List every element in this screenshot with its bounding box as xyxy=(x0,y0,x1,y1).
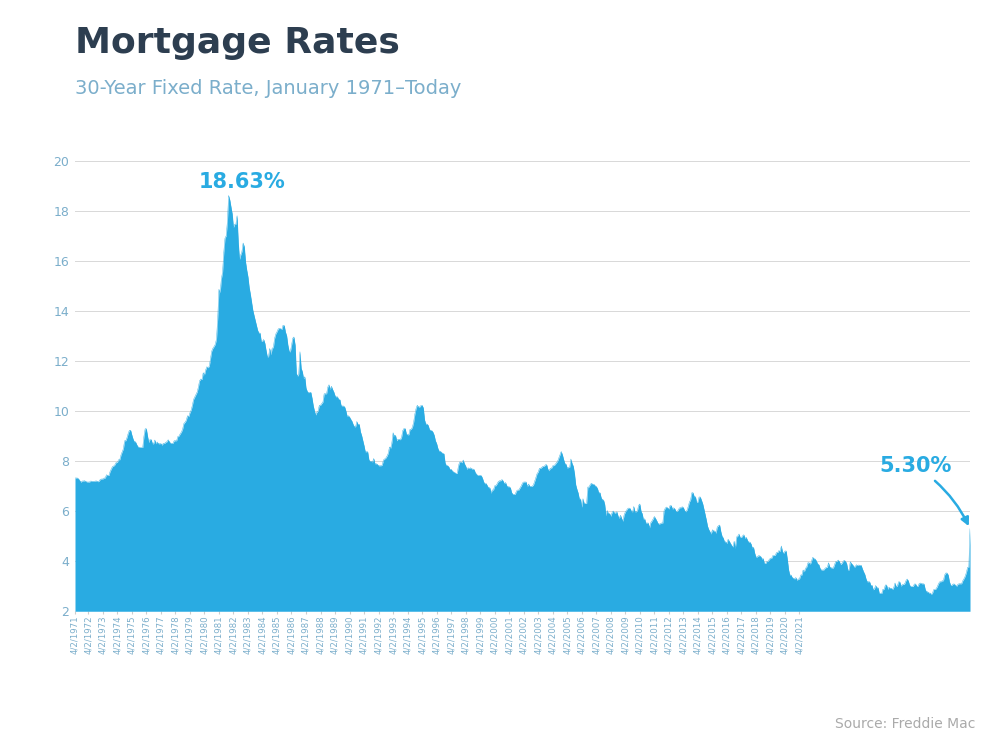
Text: 30-Year Fixed Rate, January 1971–Today: 30-Year Fixed Rate, January 1971–Today xyxy=(75,79,461,98)
Text: Source: Freddie Mac: Source: Freddie Mac xyxy=(835,717,975,731)
Text: 18.63%: 18.63% xyxy=(198,172,285,192)
Text: Mortgage Rates: Mortgage Rates xyxy=(75,26,400,60)
Text: 5.30%: 5.30% xyxy=(879,456,968,524)
